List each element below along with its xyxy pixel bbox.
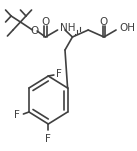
Text: OH: OH <box>120 23 136 33</box>
Text: O: O <box>30 26 38 36</box>
Text: O: O <box>100 17 108 27</box>
Text: O: O <box>41 17 50 27</box>
Text: F: F <box>45 134 51 144</box>
Text: F: F <box>56 69 62 79</box>
Text: NH: NH <box>60 23 76 33</box>
Text: F: F <box>14 110 20 120</box>
